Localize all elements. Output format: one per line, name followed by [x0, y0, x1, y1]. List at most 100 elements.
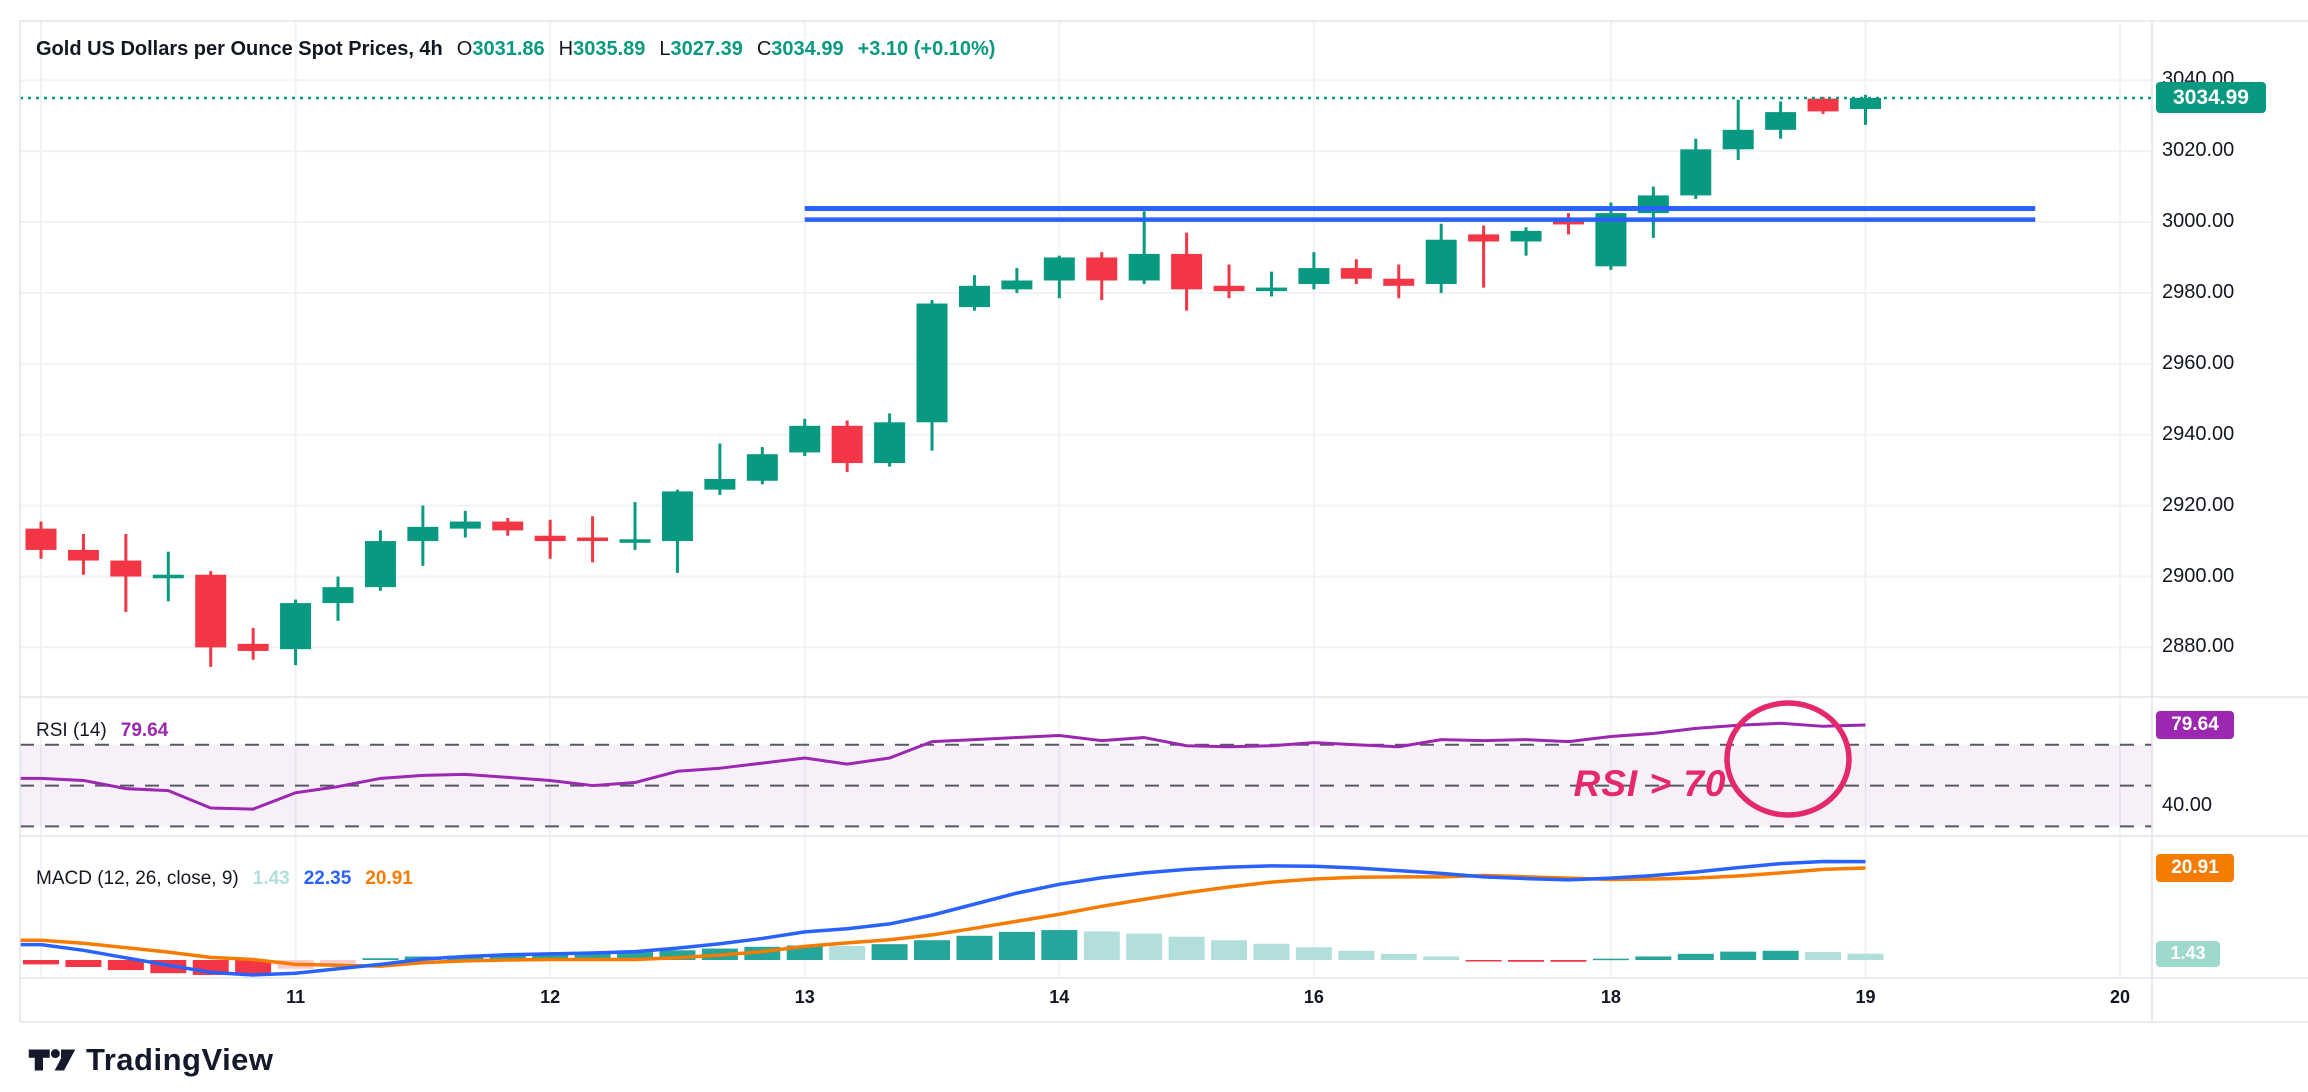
time-tick-label: 19	[1855, 987, 1876, 1007]
macd-hist-bar	[1677, 953, 1714, 960]
macd-hist-bar	[1253, 943, 1290, 960]
candle-wick	[718, 443, 722, 495]
macd-hist-bar	[1550, 960, 1587, 962]
candle-down	[831, 425, 863, 464]
candle-up	[364, 541, 396, 588]
candle-up	[1510, 230, 1542, 242]
macd-hist-bar	[574, 953, 611, 960]
close-value: 3034.99	[771, 38, 844, 60]
high-label: H3035.89	[558, 38, 646, 60]
candle-down	[1213, 285, 1245, 292]
time-tick-label: 20	[2110, 987, 2131, 1007]
candle-up	[322, 587, 354, 604]
time-tick-label: 14	[1049, 987, 1070, 1007]
price-tick-label: 2980.00	[2162, 280, 2235, 303]
candle-down	[195, 574, 227, 648]
macd-legend[interactable]: MACD (12, 26, close, 9) 1.43 22.35 20.91	[36, 868, 413, 890]
candle-up	[1128, 253, 1160, 281]
candles	[25, 94, 1881, 667]
candle-up	[661, 491, 693, 542]
macd-hist-bar	[617, 952, 654, 960]
macd-hist-bar	[1126, 933, 1163, 960]
symbol-legend[interactable]: Gold US Dollars per Ounce Spot Prices, 4…	[36, 38, 995, 61]
close-label: C3034.99	[756, 38, 844, 60]
macd-hist-bar	[1635, 956, 1672, 960]
candle-down	[534, 535, 566, 542]
macd-hist-bar	[871, 944, 908, 960]
candle-up	[916, 303, 948, 423]
macd-hist-bar	[1423, 956, 1460, 960]
open-value: 3031.86	[472, 38, 545, 60]
candle-down	[492, 521, 524, 531]
price-tick-label: 3000.00	[2162, 210, 2235, 232]
macd-histogram	[23, 930, 1884, 976]
resistance-line-top[interactable]	[804, 206, 2036, 212]
candle-wick	[1482, 225, 1486, 288]
candle-wick	[1863, 94, 1867, 125]
candle-up	[958, 285, 990, 308]
rsi-legend[interactable]: RSI (14) 79.64	[36, 720, 168, 742]
open-label: O3031.86	[456, 38, 545, 60]
candle-down	[1171, 253, 1203, 290]
time-tick-label: 16	[1303, 987, 1324, 1007]
macd-line	[20, 859, 1866, 977]
time-tick-label: 13	[794, 987, 815, 1007]
macd-hist-bar	[1805, 952, 1842, 960]
candle-up	[1680, 149, 1712, 196]
candle-up	[1425, 239, 1457, 285]
macd-signal-value: 20.91	[365, 868, 413, 889]
rsi-annotation-text[interactable]: RSI > 70	[1573, 763, 1727, 804]
macd-hist-bar	[320, 960, 357, 964]
macd-hist-bar	[659, 950, 696, 960]
candle-up	[704, 479, 736, 490]
candle-down	[577, 537, 609, 542]
candle-up	[619, 539, 651, 543]
macd-hist-bar	[362, 958, 399, 960]
candle-up	[1255, 287, 1287, 292]
price-tick-label: 2940.00	[2162, 422, 2235, 445]
macd-hist-bar	[1083, 931, 1120, 960]
candle-wick	[633, 502, 637, 550]
symbol-title: Gold US Dollars per Ounce Spot Prices, 4…	[36, 38, 443, 60]
candle-up	[449, 521, 481, 529]
macd-signal-line	[20, 866, 1866, 968]
low-label: L3027.39	[659, 38, 743, 60]
macd-hist-bar	[1465, 960, 1502, 962]
candle-wick	[1142, 211, 1146, 285]
candle-down	[1383, 278, 1415, 286]
macd-line-value: 22.35	[303, 868, 352, 889]
candle-up	[789, 425, 821, 453]
rsi-value: 79.64	[120, 720, 169, 741]
macd-hist-bar	[829, 945, 866, 960]
macd-hist-bar	[1508, 960, 1545, 962]
candle-up	[1595, 213, 1627, 267]
candle-down	[110, 560, 142, 577]
macd-hist-bar	[1380, 953, 1417, 960]
tradingview-logo-text: TradingView	[86, 1042, 274, 1077]
macd-hist-bar	[1338, 950, 1375, 960]
tradingview-logo[interactable]: TradingView	[28, 1042, 274, 1078]
macd-hist-bar	[1211, 940, 1248, 960]
macd-hist-badge: 1.43	[2156, 940, 2220, 967]
candle-up	[1722, 129, 1754, 150]
macd-hist-bar	[1847, 953, 1884, 960]
candle-down	[1340, 268, 1372, 279]
resistance-line-bottom[interactable]	[804, 217, 2036, 222]
macd-hist-bar	[489, 954, 526, 960]
candle-down	[1468, 234, 1500, 242]
macd-hist-bar	[107, 960, 144, 971]
macd-hist-bar	[914, 940, 951, 960]
change-value: +3.10 (+0.10%)	[857, 38, 996, 60]
rsi-annotation-circle[interactable]	[1724, 700, 1852, 818]
price-tick-label: 2900.00	[2162, 564, 2235, 587]
candle-down	[1086, 257, 1118, 281]
candle-down	[1552, 220, 1584, 225]
macd-hist-value: 1.43	[252, 868, 290, 889]
macd-hist-bar	[998, 931, 1035, 960]
price-tick-label: 3020.00	[2162, 139, 2235, 162]
high-value: 3035.89	[573, 38, 646, 60]
candle-down	[237, 643, 269, 651]
low-value: 3027.39	[670, 38, 743, 60]
